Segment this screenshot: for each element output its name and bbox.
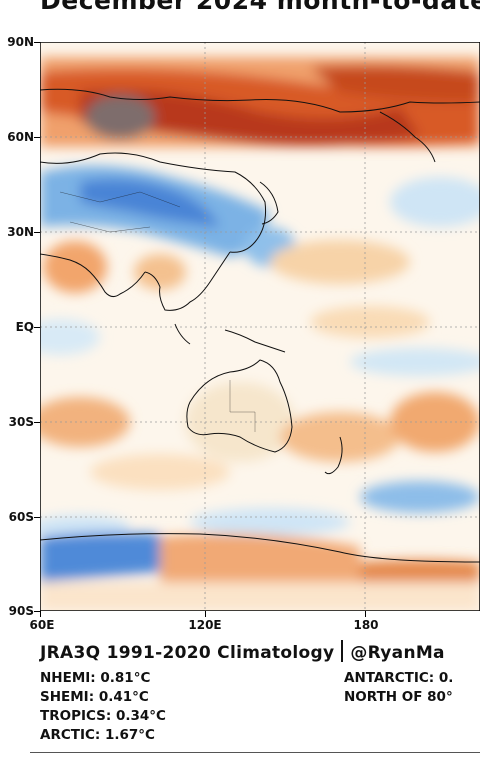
stat-arctic: ARCTIC: 1.67°C xyxy=(40,727,155,743)
lat-tick xyxy=(34,611,40,612)
stat-antarctic: ANTARCTIC: 0. xyxy=(344,670,454,686)
lon-tick xyxy=(205,611,206,617)
anomaly-map-svg xyxy=(40,42,480,611)
lat-label-90n: 90N xyxy=(7,35,34,49)
lat-label-60s: 60S xyxy=(8,510,34,524)
lat-tick xyxy=(34,232,40,233)
lon-label-120e: 120E xyxy=(188,618,222,632)
lat-label-eq: EQ xyxy=(15,320,34,334)
lon-tick xyxy=(40,611,41,617)
bottom-divider xyxy=(30,752,480,753)
stat-north-of-80: NORTH OF 80° xyxy=(344,689,453,705)
lat-label-30s: 30S xyxy=(8,415,34,429)
lat-tick xyxy=(34,422,40,423)
lon-tick xyxy=(365,611,366,617)
lat-tick xyxy=(34,42,40,43)
stats-left-block: NHEMI: 0.81°C SHEMI: 0.41°C TROPICS: 0.3… xyxy=(40,669,166,745)
lat-label-90s: 90S xyxy=(8,604,34,618)
stat-nhemi: NHEMI: 0.81°C xyxy=(40,670,151,686)
stats-right-block: ANTARCTIC: 0. NORTH OF 80° xyxy=(344,669,453,707)
climatology-label: JRA3Q 1991-2020 Climatology xyxy=(40,643,335,663)
lat-tick xyxy=(34,327,40,328)
lon-label-60e: 60E xyxy=(29,618,55,632)
stat-tropics: TROPICS: 0.34°C xyxy=(40,708,166,724)
stat-shemi: SHEMI: 0.41°C xyxy=(40,689,149,705)
coastlines xyxy=(40,88,480,563)
lat-tick xyxy=(34,517,40,518)
lat-tick xyxy=(34,137,40,138)
temperature-anomaly-map xyxy=(40,42,480,611)
caption-separator xyxy=(341,640,344,662)
lat-label-30n: 30N xyxy=(7,225,34,239)
map-title: December 2024 month-to-date xyxy=(40,0,480,15)
lon-label-180: 180 xyxy=(353,618,379,632)
author-handle: @RyanMa xyxy=(350,643,445,663)
climatology-caption: JRA3Q 1991-2020 Climatology @RyanMa xyxy=(40,640,445,663)
lat-label-60n: 60N xyxy=(7,130,34,144)
